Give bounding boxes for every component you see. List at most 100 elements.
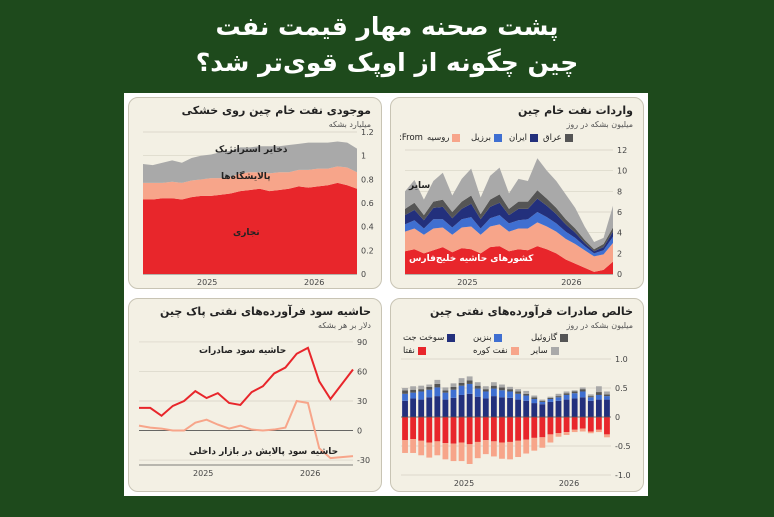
bar-segment: [410, 398, 417, 417]
imports-title: واردات نفت خام چین: [517, 104, 633, 117]
bar-segment: [402, 388, 408, 391]
y-tick-label: 1.2: [361, 128, 374, 137]
bar-segment: [507, 397, 513, 417]
bar-segment: [604, 391, 610, 395]
bar-segment: [523, 390, 530, 394]
bar-segment: [442, 417, 449, 444]
bar-segment: [563, 399, 570, 417]
bar-segment: [482, 440, 489, 455]
x-tick-label: 2026: [559, 479, 579, 488]
bar-segment: [531, 397, 538, 400]
y-tick-label: 8: [617, 187, 622, 196]
bar-segment: [458, 378, 465, 383]
bar-segment: [587, 397, 594, 401]
bar-segment: [587, 394, 594, 397]
legend-gasoil: گازوئیل: [531, 333, 569, 343]
bar-segment: [442, 443, 449, 460]
legend-iraq: عراق: [543, 133, 573, 143]
bar-segment: [595, 386, 602, 393]
bar-segment: [450, 397, 457, 417]
bar-segment: [507, 417, 513, 442]
bar-segment: [426, 384, 433, 387]
bar-segment: [555, 417, 562, 434]
bar-segment: [515, 417, 522, 441]
bar-segment: [450, 417, 457, 444]
bar-segment: [474, 417, 481, 442]
margins-chart: -30 0 30 60 90 2025 2026: [138, 338, 370, 478]
bar-segment: [442, 390, 449, 393]
bar-segment: [571, 390, 578, 392]
bar-segment: [595, 417, 602, 430]
bar-segment: [515, 393, 522, 400]
bar-segment: [442, 392, 449, 400]
line-series: [139, 346, 354, 418]
bar-segment: [539, 400, 546, 402]
legend-swatch: [417, 347, 426, 355]
bar-segment: [490, 417, 497, 442]
area-series: [143, 166, 357, 200]
y-tick-label: 0.4: [361, 223, 374, 232]
bar-segment: [563, 394, 570, 400]
y-tick-label: 0: [357, 427, 362, 436]
bar-segment: [507, 389, 513, 392]
bar-segment: [418, 417, 425, 441]
bar-segment: [402, 390, 408, 394]
y-tick-label: 10: [617, 167, 627, 176]
bar-segment: [555, 400, 562, 417]
bar-segment: [571, 398, 578, 417]
bar-segment: [418, 391, 425, 400]
inventory-refineries-label: پالایشگاه‌ها: [221, 172, 271, 182]
margins-subtitle: دلار بر هر بشکه: [318, 321, 371, 330]
legend-fuel-oil: نفت کوره: [473, 346, 519, 356]
exports-subtitle: میلیون بشکه در روز: [566, 321, 633, 330]
bar-segment: [579, 391, 586, 398]
bar-segment: [458, 417, 465, 443]
bar-segment: [482, 417, 489, 441]
legend-gasoline: بنزین: [473, 333, 503, 343]
bar-segment: [523, 400, 530, 417]
bar-segment: [474, 382, 481, 386]
x-tick-label: 2025: [197, 278, 217, 287]
bar-segment: [458, 442, 465, 462]
margins-title: حاشیه سود فرآورده‌های نفتی پاک چین: [159, 305, 371, 318]
bar-segment: [604, 396, 610, 400]
margins-export-label: حاشیه سود صادرات: [199, 346, 287, 356]
bar-segment: [571, 429, 578, 433]
bar-segment: [410, 386, 417, 390]
bar-segment: [515, 399, 522, 417]
y-tick-label: 4: [617, 229, 622, 238]
bar-segment: [434, 417, 441, 442]
y-tick-label: 0.8: [361, 175, 374, 184]
bar-segment: [466, 383, 473, 394]
bar-segment: [531, 403, 538, 417]
area-series: [143, 182, 357, 274]
x-tick-label: 2025: [457, 278, 477, 287]
y-tick-label: 12: [617, 146, 627, 155]
inventory-strategic-label: ذخایر استراتژیک: [215, 145, 288, 155]
bar-segment: [539, 399, 546, 401]
bar-segment: [587, 417, 594, 432]
bar-segment: [555, 393, 562, 397]
bar-segment: [450, 389, 457, 398]
bar-segment: [442, 399, 449, 417]
bar-segment: [579, 397, 586, 417]
bar-segment: [531, 437, 538, 451]
bar-segment: [466, 444, 473, 464]
bar-segment: [547, 399, 554, 402]
bar-segment: [531, 399, 538, 404]
bar-segment: [402, 440, 408, 453]
bar-segment: [595, 392, 602, 395]
bar-segment: [426, 397, 433, 417]
bar-segment: [410, 417, 417, 440]
bar-segment: [587, 431, 594, 434]
bar-segment: [426, 386, 433, 390]
y-tick-label: 60: [357, 367, 367, 376]
imports-gulf-label: کشورهای حاشیه خلیج‌فارس: [409, 254, 534, 264]
y-tick-label: 2: [617, 249, 622, 258]
bar-segment: [595, 394, 602, 400]
bar-segment: [563, 432, 570, 435]
bar-segment: [563, 417, 570, 433]
y-tick-label: 0.6: [361, 199, 374, 208]
line-series: [138, 399, 354, 460]
bar-segment: [523, 393, 530, 396]
